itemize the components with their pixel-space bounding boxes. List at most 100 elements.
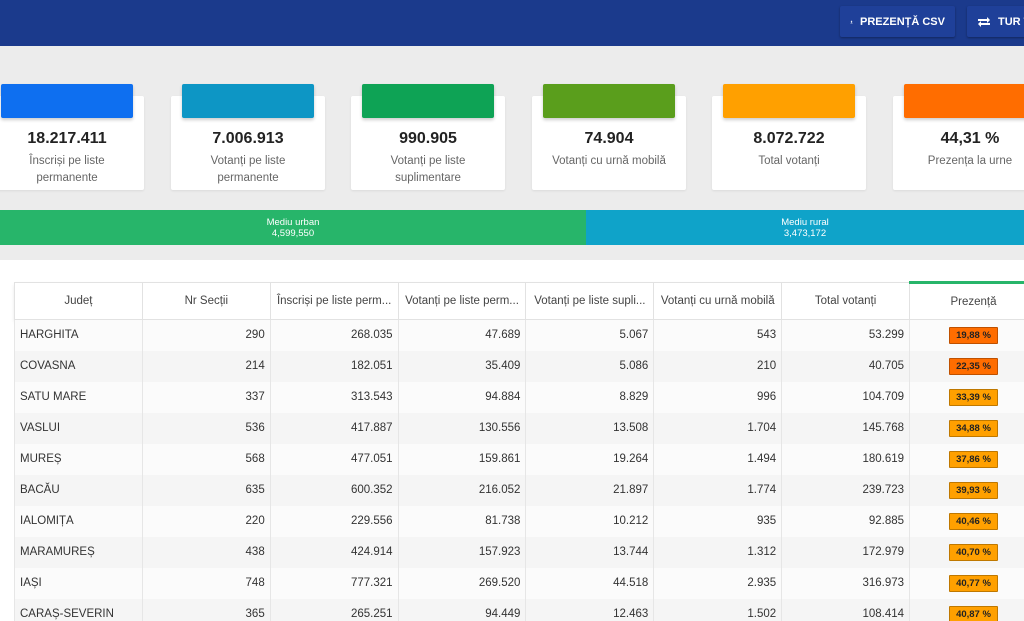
column-header-permanent-voters[interactable]: Votanți pe liste perm... [397,282,527,320]
cell-supplementary-voters: 8.829 [525,381,655,413]
stat-card-color-bar [1,84,133,118]
column-header-registered[interactable]: Înscriși pe liste perm... [269,282,399,320]
cell-turnout: 22,35 % [909,350,1024,382]
column-header-mobile-voters[interactable]: Votanți cu urnă mobilă [653,282,783,320]
column-header-county[interactable]: Județ [14,282,143,320]
county-turnout-table: Județ Nr Secții Înscriși pe liste perm..… [14,281,1024,621]
table-row: IALOMIȚA 220 229.556 81.738 10.212 935 92.885 4… [14,505,1024,537]
table-row: MUREȘ 568 477.051 159.861 19.264 1.494 180.619… [14,443,1024,475]
cell-supplementary-voters: 21.897 [525,474,655,506]
round-toggle-button[interactable]: TUR T [967,6,1024,37]
cell-mobile-voters: 1.774 [653,474,783,506]
cell-turnout: 40,87 % [909,598,1024,621]
cell-permanent-voters: 81.738 [397,505,527,537]
urban-segment: Mediu urban 4,599,550 [0,210,586,245]
cell-total-voters: 92.885 [781,505,911,537]
cell-registered: 265.251 [269,598,399,621]
turnout-badge: 37,86 % [949,450,998,468]
table-row: MARAMUREȘ 438 424.914 157.923 13.744 1.312 172… [14,536,1024,568]
cell-permanent-voters: 216.052 [397,474,527,506]
turnout-badge: 19,88 % [949,326,998,344]
stat-card-color-bar [362,84,494,118]
cell-turnout: 39,93 % [909,474,1024,506]
table-row: IAȘI 748 777.321 269.520 44.518 2.935 316.973 4… [14,567,1024,599]
urban-value: 4,599,550 [271,228,315,239]
cell-registered: 182.051 [269,350,399,382]
cell-registered: 777.321 [269,567,399,599]
top-bar: PREZENȚĂ CSV TUR T [0,0,1024,46]
cell-turnout: 40,46 % [909,505,1024,537]
turnout-badge: 22,35 % [949,357,998,375]
turnout-badge: 34,88 % [949,419,998,437]
turnout-badge: 39,93 % [949,481,998,499]
cell-supplementary-voters: 12.463 [525,598,655,621]
cell-supplementary-voters: 13.508 [525,412,655,444]
cell-registered: 477.051 [269,443,399,475]
cell-sections: 748 [141,567,271,599]
cell-permanent-voters: 269.520 [397,567,527,599]
cell-county: COVASNA [14,350,143,382]
rural-value: 3,473,172 [783,228,827,239]
cell-total-voters: 180.619 [781,443,911,475]
rural-label: Mediu rural [781,217,829,228]
cell-turnout: 37,86 % [909,443,1024,475]
cell-total-voters: 104.709 [781,381,911,413]
cell-turnout: 40,77 % [909,567,1024,599]
stat-value: 990.905 [399,130,457,147]
table-row: BACĂU 635 600.352 216.052 21.897 1.774 239.723… [14,474,1024,506]
table-row: COVASNA 214 182.051 35.409 5.086 210 40.705 22,… [14,350,1024,382]
stat-label: Prezența la urne [927,155,1013,167]
cell-permanent-voters: 35.409 [397,350,527,382]
cell-sections: 365 [141,598,271,621]
cell-mobile-voters: 1.494 [653,443,783,475]
turnout-badge: 40,87 % [949,605,998,621]
turnout-badge: 33,39 % [949,388,998,406]
table-row: VASLUI 536 417.887 130.556 13.508 1.704 145.76… [14,412,1024,444]
cell-permanent-voters: 157.923 [397,536,527,568]
cell-total-voters: 172.979 [781,536,911,568]
cell-total-voters: 316.973 [781,567,911,599]
cell-registered: 424.914 [269,536,399,568]
cell-county: HARGHITA [14,319,143,351]
presence-csv-button[interactable]: PREZENȚĂ CSV [840,6,955,37]
stat-value: 8.072.722 [753,130,825,147]
cell-mobile-voters: 2.935 [653,567,783,599]
cell-sections: 438 [141,536,271,568]
column-header-total-voters[interactable]: Total votanți [781,282,911,320]
stat-label: Votanți cu urnă mobilă [552,155,666,167]
stat-card-color-bar [543,84,675,118]
cell-sections: 568 [141,443,271,475]
table-row: CARAȘ-SEVERIN 365 265.251 94.449 12.463 1.502… [14,598,1024,621]
urban-label: Mediu urban [266,217,320,228]
turnout-badge: 40,77 % [949,574,998,592]
cell-registered: 229.556 [269,505,399,537]
cell-supplementary-voters: 44.518 [525,567,655,599]
cell-mobile-voters: 996 [653,381,783,413]
cell-mobile-voters: 1.502 [653,598,783,621]
table-row: HARGHITA 290 268.035 47.689 5.067 543 53.299 19… [14,319,1024,351]
cell-permanent-voters: 47.689 [397,319,527,351]
cell-permanent-voters: 130.556 [397,412,527,444]
cell-permanent-voters: 159.861 [397,443,527,475]
download-icon [850,20,853,23]
stat-value: 7.006.913 [212,130,284,147]
cell-county: IAȘI [14,567,143,599]
cell-sections: 635 [141,474,271,506]
rural-segment: Mediu rural 3,473,172 [586,210,1024,245]
column-header-turnout[interactable]: Prezență [909,281,1024,320]
cell-sections: 536 [141,412,271,444]
cell-county: BACĂU [14,474,143,506]
cell-county: CARAȘ-SEVERIN [14,598,143,621]
stat-value: 74.904 [584,130,634,147]
cell-registered: 313.543 [269,381,399,413]
urban-rural-split-bar: Mediu urban 4,599,550 Mediu rural 3,473,… [0,210,1024,245]
cell-total-voters: 239.723 [781,474,911,506]
column-header-sections[interactable]: Nr Secții [141,282,271,320]
stat-label: Total votanți [758,155,820,167]
cell-registered: 600.352 [269,474,399,506]
cell-total-voters: 40.705 [781,350,911,382]
round-toggle-label: TUR T [998,15,1024,28]
cell-county: IALOMIȚA [14,505,143,537]
column-header-supplementary-voters[interactable]: Votanți pe liste supli... [525,282,655,320]
cell-county: MUREȘ [14,443,143,475]
